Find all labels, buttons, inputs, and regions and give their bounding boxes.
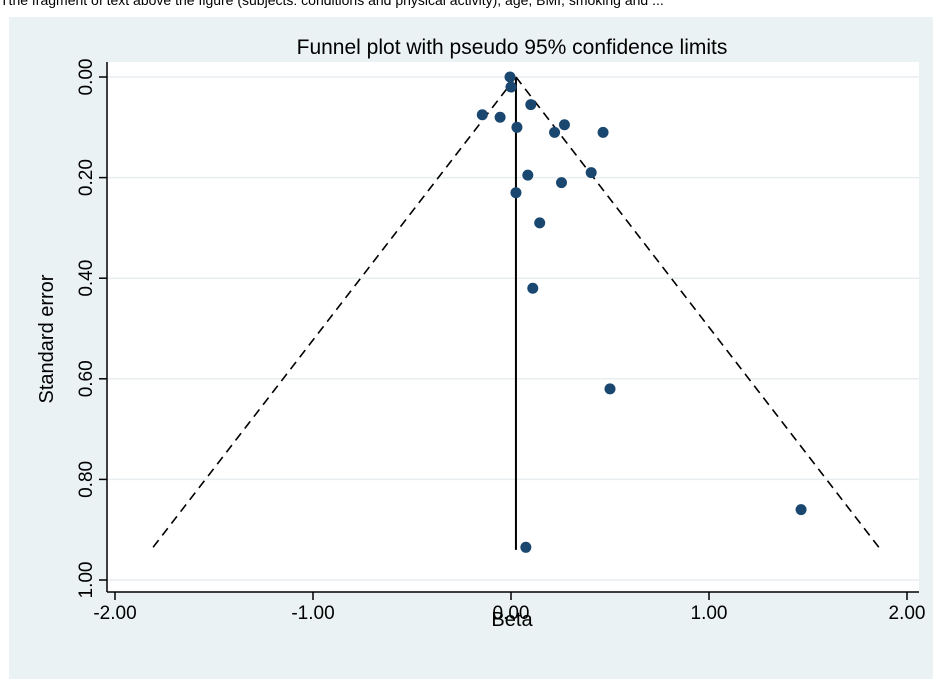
data-point xyxy=(604,383,616,395)
data-point xyxy=(795,504,807,516)
data-point xyxy=(585,167,597,179)
chart-title: Funnel plot with pseudo 95% confidence l… xyxy=(297,36,728,59)
right-confidence-limit-line xyxy=(515,76,882,551)
y-axis-label: Standard error xyxy=(36,274,58,403)
data-point xyxy=(504,71,516,83)
data-point xyxy=(522,169,534,181)
data-point xyxy=(494,111,506,123)
data-point xyxy=(534,217,546,229)
data-points xyxy=(476,71,807,553)
data-point xyxy=(505,81,517,93)
x-tick-label: -2.00 xyxy=(93,603,136,624)
data-point xyxy=(476,109,488,121)
data-point xyxy=(520,541,532,553)
y-axis-ticks: 0.00 0.20 0.40 0.60 0.80 1.00 xyxy=(76,59,107,599)
cropped-caption-text: Tthe fragment of text above the figure (… xyxy=(0,0,664,8)
plot-area xyxy=(107,62,919,592)
x-axis-label: Beta xyxy=(491,609,533,631)
x-tick-label: -1.00 xyxy=(291,603,334,624)
x-tick-label: 0.00 xyxy=(493,603,530,624)
left-confidence-limit-line xyxy=(150,76,517,551)
data-point xyxy=(558,119,570,131)
y-tick-label: 0.40 xyxy=(76,260,97,297)
data-point xyxy=(549,126,561,138)
y-tick-label: 0.20 xyxy=(76,159,97,196)
x-axis-ticks: -2.00 -1.00 0.00 1.00 2.00 xyxy=(93,592,925,624)
data-point xyxy=(527,282,539,294)
gridlines xyxy=(107,76,919,581)
y-tick-label: 0.60 xyxy=(76,360,97,397)
x-tick-label: 2.00 xyxy=(889,603,926,624)
data-point xyxy=(555,177,567,189)
y-tick-label: 0.00 xyxy=(76,59,97,96)
data-point xyxy=(511,121,523,133)
y-tick-label: 1.00 xyxy=(76,562,97,599)
y-tick-label: 0.80 xyxy=(76,461,97,498)
x-tick-label: 1.00 xyxy=(691,603,728,624)
data-point xyxy=(597,126,609,138)
data-point xyxy=(525,99,537,111)
data-point xyxy=(510,187,522,199)
